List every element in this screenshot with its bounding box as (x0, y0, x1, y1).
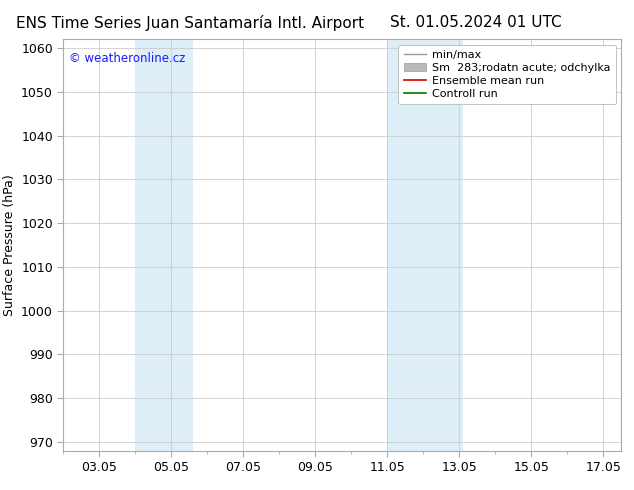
Legend: min/max, Sm  283;rodatn acute; odchylka, Ensemble mean run, Controll run: min/max, Sm 283;rodatn acute; odchylka, … (398, 45, 616, 104)
Text: ENS Time Series Juan Santamaría Intl. Airport: ENS Time Series Juan Santamaría Intl. Ai… (16, 15, 365, 31)
Y-axis label: Surface Pressure (hPa): Surface Pressure (hPa) (3, 174, 16, 316)
Bar (136, 39, 193, 451)
Text: © weatheronline.cz: © weatheronline.cz (69, 51, 185, 65)
Text: St. 01.05.2024 01 UTC: St. 01.05.2024 01 UTC (390, 15, 561, 30)
Bar (387, 39, 463, 451)
